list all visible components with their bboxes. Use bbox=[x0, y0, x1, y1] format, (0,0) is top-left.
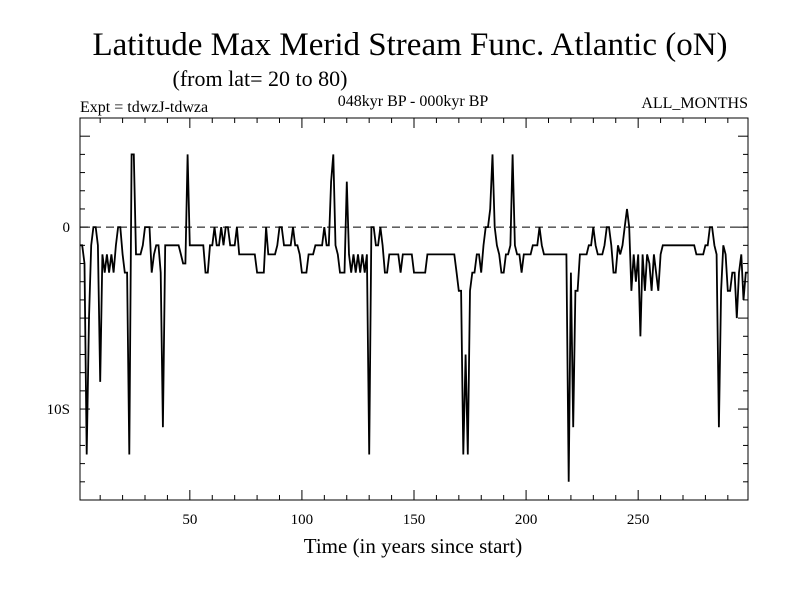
plot-frame bbox=[79, 117, 749, 501]
x-tick-label: 100 bbox=[291, 512, 314, 528]
series-layer bbox=[80, 153, 748, 482]
x-tick-label: 200 bbox=[515, 512, 538, 528]
chart-title: Latitude Max Merid Stream Func. Atlantic… bbox=[92, 27, 727, 63]
period-label: 048kyr BP - 000kyr BP bbox=[338, 93, 489, 110]
x-tick-label: 250 bbox=[627, 512, 650, 528]
x-tick-label: 150 bbox=[403, 512, 426, 528]
x-axis-label: Time (in years since start) bbox=[304, 534, 523, 558]
chart-subtitle: (from lat= 20 to 80) bbox=[173, 66, 348, 91]
experiment-label: Expt = tdwzJ-tdwza bbox=[80, 99, 208, 116]
x-tick-label: 50 bbox=[182, 512, 197, 528]
y-tick-label: 0 bbox=[63, 220, 71, 236]
axes-layer bbox=[79, 117, 749, 501]
ticks-layer: 50 100 150 200 250 0 10S bbox=[47, 117, 748, 528]
y-tick-label: 10S bbox=[47, 402, 70, 418]
months-label: ALL_MONTHS bbox=[641, 95, 748, 112]
series-line bbox=[80, 153, 748, 482]
